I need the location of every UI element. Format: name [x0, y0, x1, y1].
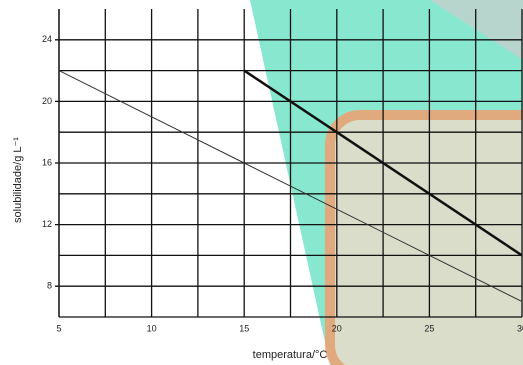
series-line — [58, 70, 523, 303]
x-tick-label: 20 — [332, 323, 342, 333]
y-tick-label: 8 — [47, 281, 52, 291]
x-axis-label: temperatura/°C — [253, 349, 328, 361]
y-tick-label: 24 — [42, 34, 52, 44]
x-tick-label: 15 — [239, 323, 249, 333]
x-tick-label: 25 — [424, 323, 434, 333]
y-axis-label: solubilidade/g L⁻¹ — [12, 137, 24, 223]
watermark-badge — [325, 110, 523, 365]
x-tick-label: 10 — [147, 323, 157, 333]
series-line — [243, 69, 523, 257]
watermark-corner — [430, 0, 523, 60]
watermark — [250, 0, 523, 365]
y-tick-label: 20 — [42, 96, 52, 106]
plot: 5 10 15 20 25 30 8 12 16 20 24 — [42, 9, 523, 333]
y-tick-label: 12 — [42, 219, 52, 229]
x-tick-label: 30 — [517, 323, 523, 333]
x-tick-label: 5 — [56, 323, 61, 333]
y-tick-label: 16 — [42, 157, 52, 167]
